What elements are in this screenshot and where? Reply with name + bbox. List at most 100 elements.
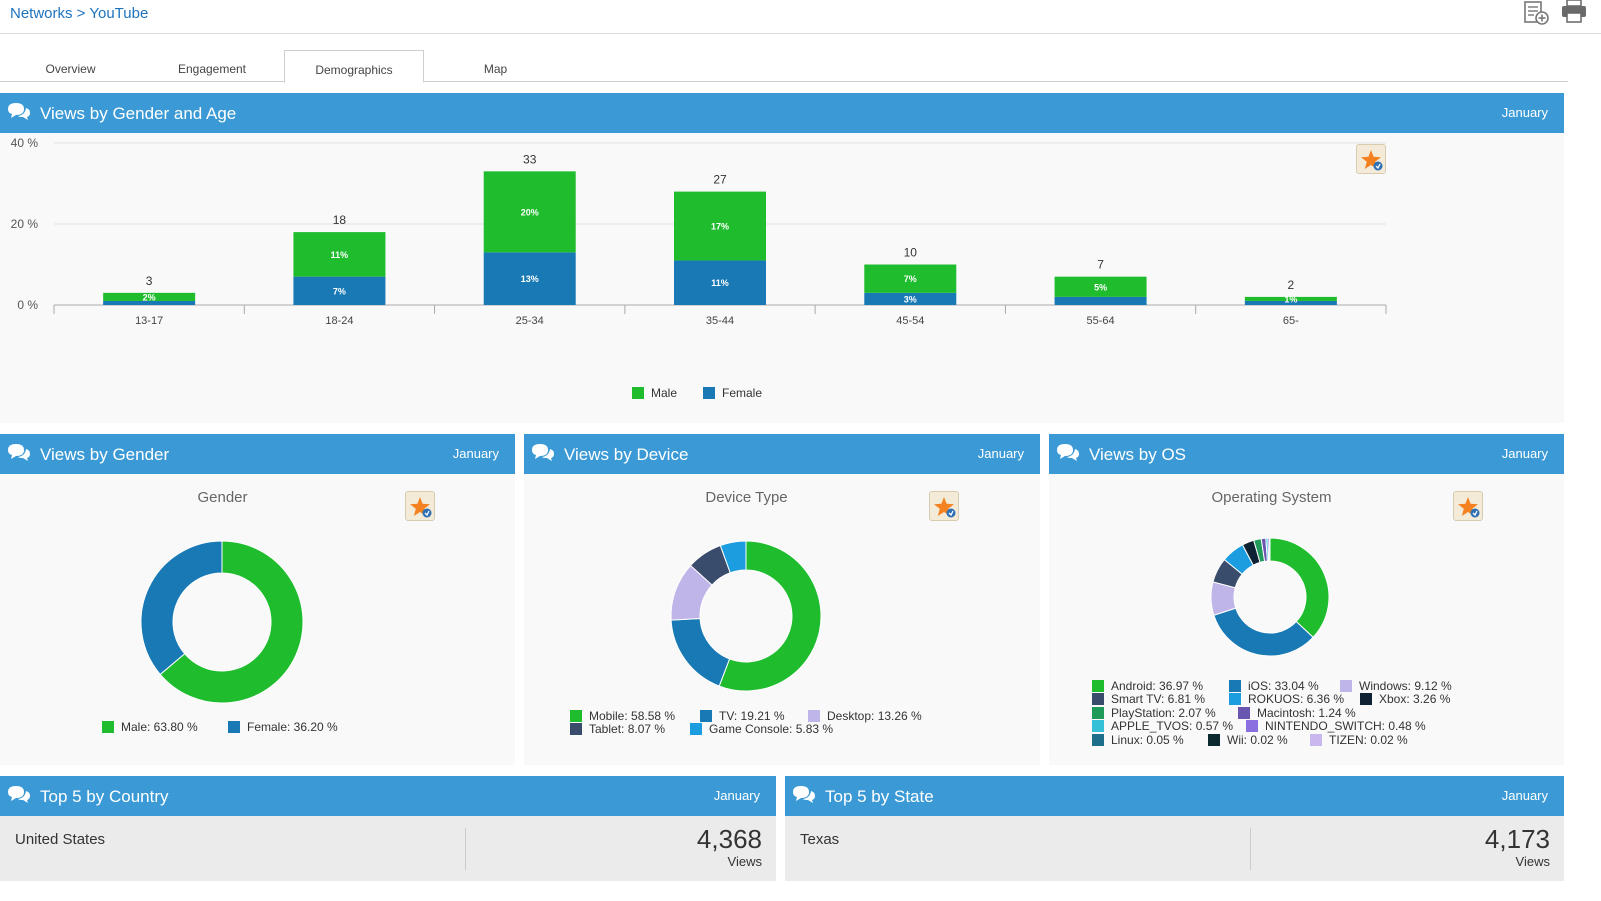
legend-smart-tv[interactable]: Smart TV: 6.81 % [1092,692,1205,706]
bar-total-label: 7 [1097,258,1104,272]
favorite-star-button[interactable] [1453,491,1483,521]
legend-wii[interactable]: Wii: 0.02 % [1208,733,1288,747]
bar-female[interactable] [1244,300,1337,305]
breadcrumb-separator: > [72,5,90,22]
legend-macintosh[interactable]: Macintosh: 1.24 % [1238,706,1356,720]
panel-month[interactable]: January [1501,105,1548,120]
panel-title: Top 5 by State [825,787,934,806]
bar-male[interactable] [103,292,196,301]
legend-tablet[interactable]: Tablet: 8.07 % [570,722,665,736]
tab-demographics[interactable]: Demographics [284,50,424,83]
slice-female[interactable] [140,540,223,676]
legend-tizen[interactable]: TIZEN: 0.02 % [1310,733,1408,747]
panel-month[interactable]: January [713,788,760,803]
legend-tv[interactable]: TV: 19.21 % [700,709,785,723]
tab-map[interactable]: Map [483,62,508,76]
bar-data-label: 20% [521,207,539,217]
legend-label: Desktop: 13.26 % [827,709,922,723]
legend-label: Windows: 9.12 % [1359,679,1452,693]
bar-total-label: 10 [904,246,918,260]
legend-nintendo-switch[interactable]: NINTENDO_SWITCH: 0.48 % [1246,719,1426,733]
legend-label: ROKUOS: 6.36 % [1248,692,1345,706]
comment-icon [6,101,32,128]
breadcrumb-networks[interactable]: Networks [10,5,73,22]
panel-month[interactable]: January [1501,446,1548,461]
bar-female[interactable] [483,252,576,305]
country-views-unit: Views [727,854,762,869]
panel-header: Views by Device January [524,434,1040,474]
slice-male[interactable] [159,540,304,704]
legend-label: TV: 19.21 % [719,709,785,723]
gender-donut-chart [140,540,304,704]
bar-female[interactable] [864,292,957,305]
bar-male[interactable] [674,191,766,261]
comment-icon [530,442,556,469]
panel-header: Views by OS January [1049,434,1564,474]
breadcrumb-youtube[interactable]: YouTube [89,5,149,22]
chart-title: Gender [197,489,248,506]
bar-male[interactable] [483,171,576,253]
panel-title: Views by Gender [40,445,170,464]
bar-total-label: 33 [523,152,537,166]
slice-tv[interactable] [670,618,731,687]
legend-game-console[interactable]: Game Console: 5.83 % [690,722,833,736]
legend-windows[interactable]: Windows: 9.12 % [1340,679,1452,693]
tab-engagement[interactable]: Engagement [177,62,247,76]
tab-overview[interactable]: Overview [45,62,96,76]
bar-female[interactable] [1054,296,1147,305]
print-icon[interactable] [1561,0,1587,26]
slice-mobile[interactable] [718,540,822,692]
legend-ios[interactable]: iOS: 33.04 % [1229,679,1319,693]
legend-swatch [570,723,582,735]
legend-male[interactable]: Male [632,386,677,400]
legend-swatch [1360,693,1372,705]
legend-playstation[interactable]: PlayStation: 2.07 % [1092,706,1216,720]
panel-header: Views by Gender and Age January [0,93,1564,133]
state-views-value: 4,173 [1484,824,1550,854]
panel-month[interactable]: January [977,446,1024,461]
legend-linux[interactable]: Linux: 0.05 % [1092,733,1184,747]
legend-mobile[interactable]: Mobile: 58.58 % [570,709,675,723]
bar-female[interactable] [293,276,386,305]
legend-label: iOS: 33.04 % [1248,679,1319,693]
legend-female[interactable]: Female [703,386,762,400]
gender-panel: Views by Gender January Gender Male: 63.… [0,434,515,765]
legend-android[interactable]: Android: 36.97 % [1092,679,1203,693]
bar-data-label: 13% [521,274,539,284]
slice-game-console[interactable] [719,540,747,574]
top-bar: Networks > YouTube [0,0,1601,34]
panel-header: Top 5 by State January [785,776,1564,816]
legend-swatch [690,723,702,735]
legend-swatch [1340,680,1352,692]
x-tick-label: 13-17 [135,315,163,327]
legend-swatch [1229,680,1241,692]
legend-female[interactable]: Female: 36.20 % [228,720,338,734]
favorite-star-button[interactable] [929,491,959,521]
bar-data-label: 11% [331,250,349,260]
add-report-icon[interactable] [1523,0,1551,26]
bar-male[interactable] [864,264,957,293]
bar-male[interactable] [1054,276,1147,297]
legend-xbox[interactable]: Xbox: 3.26 % [1360,692,1450,706]
slice-android[interactable] [1269,537,1330,639]
legend-rokuos[interactable]: ROKUOS: 6.36 % [1229,692,1344,706]
legend-male[interactable]: Male: 63.80 % [102,720,198,734]
bar-male[interactable] [293,232,386,277]
slice-ios[interactable] [1213,607,1314,657]
x-tick-label: 45-54 [896,315,924,327]
x-tick-label: 65- [1283,315,1299,327]
favorite-star-button[interactable] [405,491,435,521]
legend-label: TIZEN: 0.02 % [1329,733,1408,747]
panel-month[interactable]: January [1501,788,1548,803]
country-panel: Top 5 by Country January United States 4… [0,776,776,881]
panel-month[interactable]: January [452,446,499,461]
legend-apple-tvos[interactable]: APPLE_TVOS: 0.57 % [1092,719,1233,733]
bar-female[interactable] [674,260,766,305]
legend-female-label: Female [722,386,763,400]
favorite-star-button[interactable] [1356,144,1386,174]
panel-title: Views by OS [1089,445,1187,464]
legend-label: Macintosh: 1.24 % [1257,706,1356,720]
bar-female[interactable] [103,300,196,305]
bar-male[interactable] [1244,296,1337,301]
legend-desktop[interactable]: Desktop: 13.26 % [808,709,922,723]
